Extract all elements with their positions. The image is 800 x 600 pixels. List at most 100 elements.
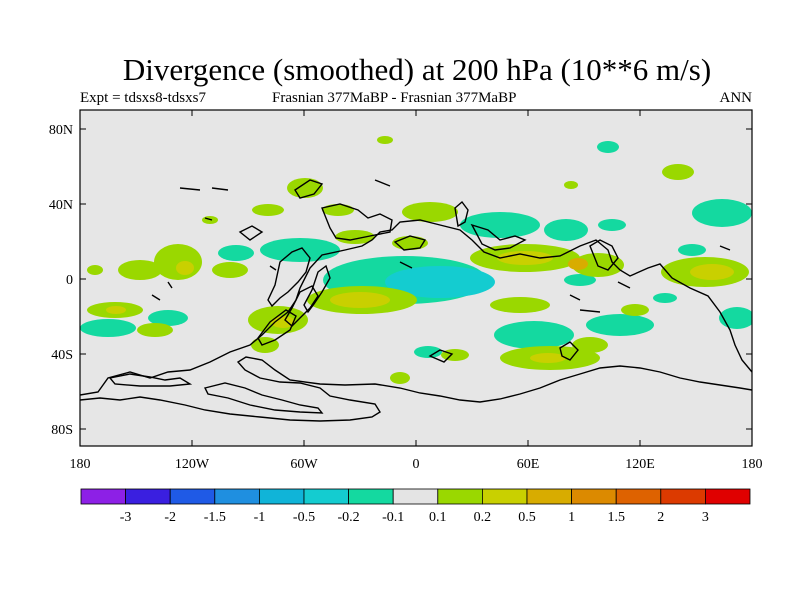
coastline (238, 225, 264, 241)
colorbar-box (80, 488, 126, 505)
coastline (589, 239, 619, 271)
div-patch (586, 314, 654, 336)
colorbar-label: -0.2 (338, 510, 360, 525)
lat-ticks (80, 128, 752, 430)
colorbar-label: -0.1 (382, 510, 404, 525)
colorbar-label: 1.5 (607, 510, 625, 525)
div-patch (662, 164, 694, 180)
colorbar-label: -0.5 (293, 510, 315, 525)
coastline (80, 356, 752, 422)
coastline (108, 373, 193, 387)
season-label: ANN (719, 90, 753, 106)
div-patch (80, 319, 136, 337)
colorbar-box (481, 488, 528, 505)
div-patch (271, 316, 295, 328)
island-segments (151, 179, 731, 313)
colorbar-label: 0.5 (518, 510, 536, 525)
lon-label: 60E (517, 457, 540, 472)
div-patch (118, 260, 162, 280)
div-patch (494, 321, 574, 349)
lat-label: 40N (49, 198, 73, 213)
coastline (267, 247, 311, 308)
colorbar-box (348, 488, 394, 505)
colorbar-boxes (80, 488, 751, 505)
colorbar-label: -1 (254, 510, 266, 525)
colorbar-label: 3 (702, 510, 709, 525)
lat-label: 40S (51, 348, 73, 363)
lon-label: 180 (70, 457, 91, 472)
div-patch (414, 346, 442, 358)
colorbar-label: 0.1 (429, 510, 447, 525)
div-patch (678, 244, 706, 256)
colorbar-box (571, 488, 617, 505)
div-patch (137, 323, 173, 337)
colorbar-box (660, 488, 706, 505)
div-patch (497, 251, 553, 265)
div-patch (287, 178, 323, 198)
div-patch (402, 202, 458, 222)
colorbar: -3 -2 -1.5 -1 -0.5 -0.2 -0.1 0.1 0.2 0.5 1 1.5 2 3 (80, 488, 751, 525)
lon-label: 120E (625, 457, 655, 472)
colorbar-box (125, 488, 171, 505)
lat-labels: 80N 40N 0 40S 80S (49, 123, 73, 438)
colorbar-labels: -3 -2 -1.5 -1 -0.5 -0.2 -0.1 0.1 0.2 0.5 1 1.5 2 3 (120, 510, 709, 525)
colorbar-label: -3 (120, 510, 132, 525)
coastline (257, 309, 297, 346)
div-patch (653, 293, 677, 303)
div-patch (441, 349, 469, 361)
div-patch (530, 353, 566, 363)
lon-label: 180 (742, 457, 763, 472)
coastline (559, 341, 579, 361)
continent-outlines (80, 179, 752, 422)
div-patch (690, 264, 734, 280)
div-patch (390, 372, 410, 384)
div-patch (621, 304, 649, 316)
coastline (80, 219, 752, 396)
coastline (321, 203, 393, 241)
colorbar-box (526, 488, 572, 505)
div-patch (330, 292, 390, 308)
div-patch (568, 258, 588, 270)
coastline (393, 235, 427, 251)
coastline (294, 179, 324, 199)
div-patch (490, 297, 550, 313)
colorbar-box (705, 488, 751, 505)
div-patch (544, 219, 588, 241)
div-patch (106, 306, 126, 314)
div-patch (572, 337, 608, 353)
div-patch (719, 307, 752, 329)
div-patch (597, 141, 619, 153)
div-patch (564, 274, 596, 286)
div-patch (154, 244, 202, 280)
colorbar-label: 0.2 (474, 510, 492, 525)
div-patch (598, 219, 626, 231)
lon-ticks (191, 110, 641, 446)
colorbar-box (214, 488, 260, 505)
div-patch (692, 199, 752, 227)
div-patch (385, 266, 495, 298)
div-patch (460, 212, 540, 238)
colorbar-box (303, 488, 349, 505)
div-patch (252, 204, 284, 216)
period-label: Frasnian 377MaBP - Frasnian 377MaBP (272, 90, 517, 106)
colorbar-label: 1 (568, 510, 575, 525)
colorbar-label: 2 (657, 510, 664, 525)
div-patch (176, 261, 194, 275)
div-patch (218, 245, 254, 261)
div-patch (377, 136, 393, 144)
colorbar-box (615, 488, 662, 505)
map-title: Divergence (smoothed) at 200 hPa (10**6 … (122, 52, 712, 87)
coastline (203, 382, 324, 414)
lon-labels: 180 120W 60W 0 60E 120E 180 (70, 457, 763, 472)
div-patch (564, 181, 578, 189)
lon-label: 60W (290, 457, 318, 472)
div-patch (148, 310, 188, 326)
lat-label: 0 (66, 273, 73, 288)
div-patch (212, 262, 248, 278)
lat-label: 80S (51, 423, 73, 438)
lon-label: 120W (175, 457, 210, 472)
div-patch (322, 204, 354, 216)
coastline (454, 200, 469, 228)
map-field (80, 110, 752, 446)
